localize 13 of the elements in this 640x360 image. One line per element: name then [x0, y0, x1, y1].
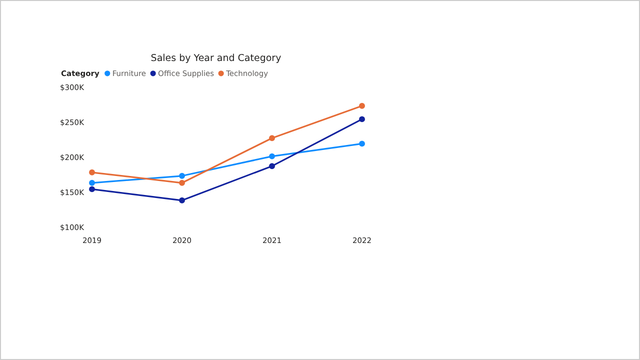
point — [89, 169, 95, 176]
point — [359, 140, 365, 147]
point — [269, 135, 275, 142]
point — [89, 180, 95, 186]
point — [269, 153, 275, 160]
point — [89, 186, 95, 192]
point — [179, 180, 185, 186]
point — [179, 197, 185, 204]
point — [269, 163, 275, 170]
point — [359, 102, 365, 109]
point — [359, 116, 365, 122]
chart-title: Sales by Year and Category — [150, 53, 282, 64]
point — [179, 172, 185, 179]
